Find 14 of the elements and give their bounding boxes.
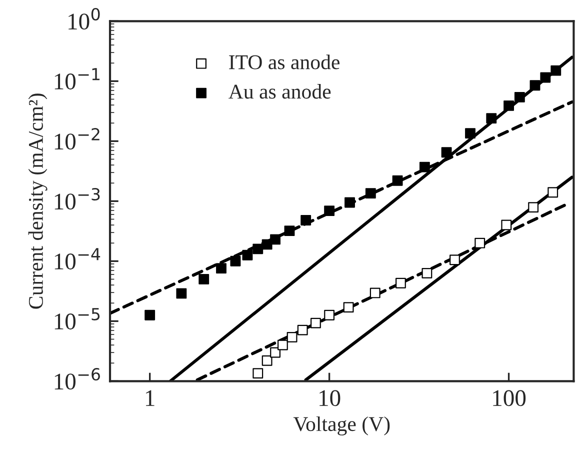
y-tick-label: 10$^{0}$ xyxy=(68,8,100,30)
x-tick-label: 1 xyxy=(146,390,154,406)
y-axis-title: Current density (mA/cm²) xyxy=(28,94,48,309)
x-axis-title: Voltage (V) xyxy=(293,416,390,436)
x-tick-label: 100 xyxy=(493,390,526,406)
y-tick-label: 10$^{−5}$ xyxy=(54,308,100,330)
legend-label: ITO as anode xyxy=(229,54,340,70)
y-tick-label: 10$^{−3}$ xyxy=(54,188,100,210)
x-tick-label: 10 xyxy=(320,390,340,406)
y-tick-label: 10$^{−1}$ xyxy=(54,68,100,90)
y-tick-label: 10$^{−4}$ xyxy=(54,248,100,270)
y-tick-label: 10$^{−6}$ xyxy=(54,368,100,390)
y-tick-label: 10$^{−2}$ xyxy=(54,128,100,150)
legend-label: Au as anode xyxy=(228,84,331,99)
